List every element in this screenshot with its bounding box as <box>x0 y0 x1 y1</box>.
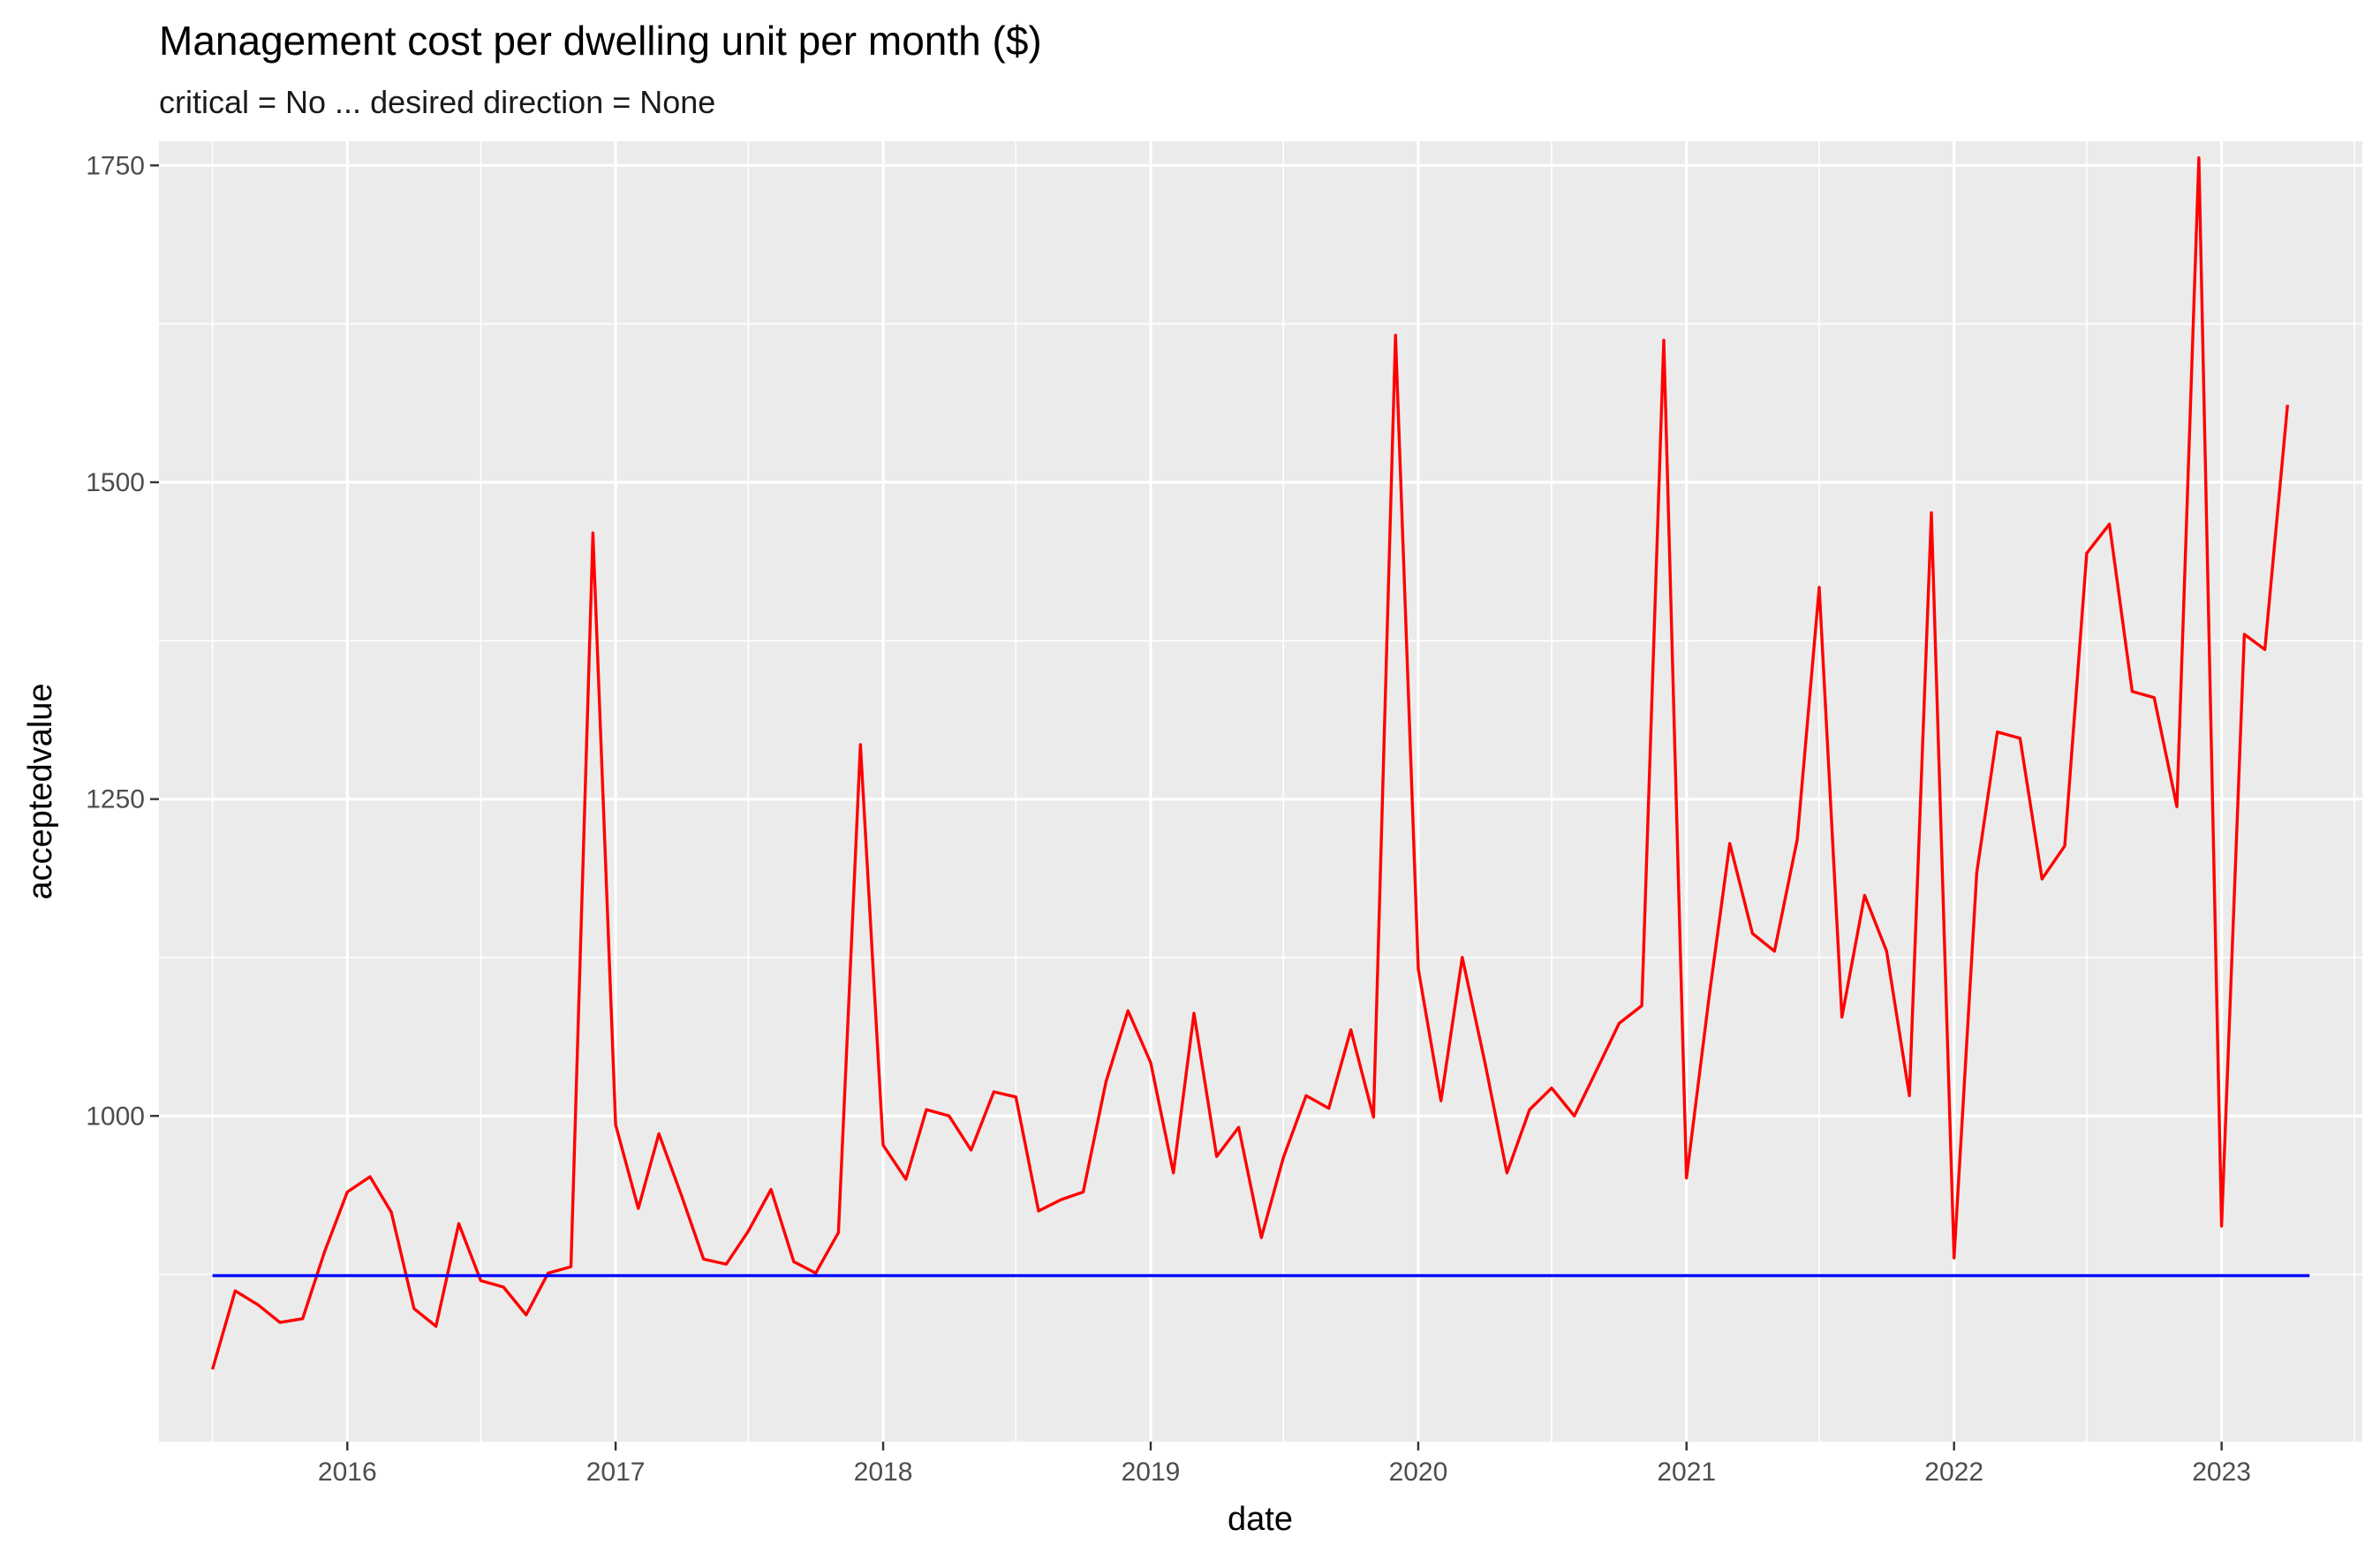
x-tick-label: 2023 <box>2192 1458 2251 1487</box>
series-layer <box>210 155 2310 1370</box>
x-axis: 2016 2017 2018 2019 2020 2021 2022 2023 <box>318 1442 2251 1487</box>
y-axis-title: acceptedvalue <box>22 683 59 899</box>
y-tick-label: 1000 <box>86 1102 145 1131</box>
chart-subtitle: critical = No ... desired direction = No… <box>159 84 715 120</box>
y-tick-label: 1500 <box>86 468 145 497</box>
accepted-value-line <box>210 155 2289 1370</box>
x-tick-label: 2022 <box>1924 1458 1983 1487</box>
x-tick-label: 2016 <box>318 1458 377 1487</box>
major-gridlines <box>159 141 2362 1442</box>
x-tick-label: 2017 <box>586 1458 646 1487</box>
x-tick-label: 2019 <box>1122 1458 1181 1487</box>
y-axis: 1000 1250 1500 1750 <box>86 151 159 1131</box>
x-tick-label: 2020 <box>1389 1458 1448 1487</box>
plot-panel <box>159 141 2362 1442</box>
minor-gridlines <box>159 141 2362 1442</box>
chart-title: Management cost per dwelling unit per mo… <box>159 18 1042 64</box>
x-axis-title: date <box>1228 1501 1293 1538</box>
y-tick-label: 1750 <box>86 151 145 180</box>
y-tick-label: 1250 <box>86 785 145 814</box>
x-tick-label: 2021 <box>1657 1458 1716 1487</box>
x-tick-label: 2018 <box>854 1458 913 1487</box>
